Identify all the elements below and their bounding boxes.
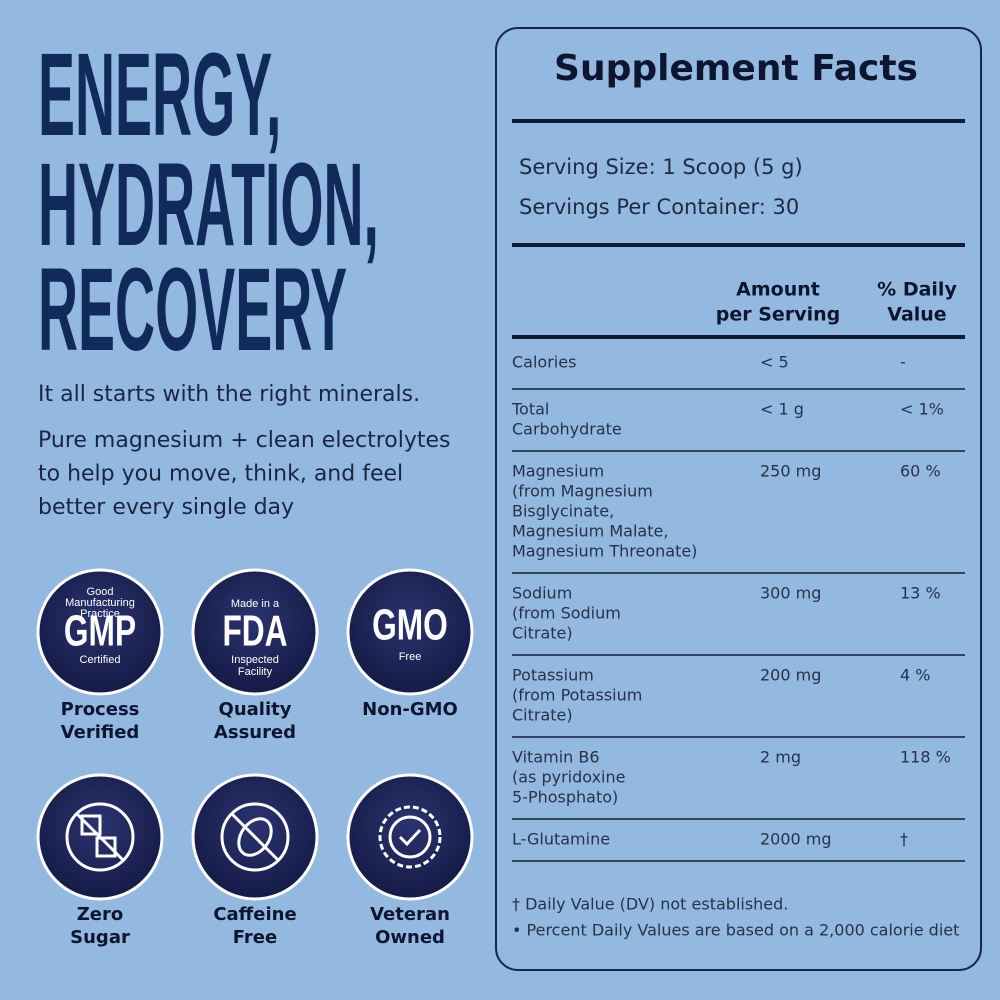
nutrient-name: Magnesium Malate, [512, 522, 668, 541]
icon-no-caffeine [220, 802, 290, 872]
nutrient-name: (as pyridoxine [512, 768, 625, 787]
badge-label: Quality [219, 699, 292, 720]
nutrient-name: Magnesium Threonate) [512, 542, 697, 561]
daily-value: 4 % [900, 666, 930, 685]
badge-label: Sugar [70, 927, 130, 948]
amount: 2000 mg [760, 830, 832, 849]
cube [80, 814, 102, 836]
badge-circle [191, 568, 319, 696]
nutrient-name: Magnesium [512, 462, 604, 481]
badge-label: Caffeine [213, 904, 296, 925]
badge-label: Free [233, 927, 277, 948]
badge-label: Non-GMO [362, 699, 458, 720]
badge-label: Owned [375, 927, 445, 948]
nutrient-name: L-Glutamine [512, 830, 610, 849]
nutrient-name: Sodium [512, 584, 572, 603]
badge-main: GMO [372, 601, 448, 650]
badge-circle [36, 568, 164, 696]
badge-circle [346, 773, 474, 901]
daily-value: † [900, 830, 908, 849]
icon-veteran [378, 805, 442, 869]
headline-line: ENERGY, [38, 29, 281, 161]
badge-label: Veteran [370, 904, 450, 925]
slash [75, 812, 125, 862]
badge-main: FDA [222, 607, 287, 656]
nutrient-name: (from Sodium [512, 604, 621, 623]
amount: 250 mg [760, 462, 821, 481]
badge-label: Process [61, 699, 140, 720]
daily-value: 60 % [900, 462, 941, 481]
amount: < 5 [760, 353, 789, 372]
badge-small-text: Manufacturing [65, 597, 135, 609]
serving-size: Serving Size: 1 Scoop (5 g) [519, 155, 803, 179]
badge-small-text: Inspected [231, 654, 279, 666]
amount: 300 mg [760, 584, 821, 603]
bean [237, 817, 273, 857]
icons [36, 568, 474, 901]
nutrient-name: Calories [512, 353, 576, 372]
seal-inner [388, 815, 432, 859]
nutrient-name: 5-Phosphato) [512, 788, 618, 807]
amount: 200 mg [760, 666, 821, 685]
facts-panel [495, 27, 982, 971]
tagline: It all starts with the right minerals. [38, 382, 420, 407]
daily-value: 118 % [900, 748, 951, 767]
slash [230, 812, 280, 862]
nutrient-name: Potassium [512, 666, 594, 685]
daily-value: - [900, 353, 906, 372]
servings-per-container: Servings Per Container: 30 [519, 195, 799, 219]
description-line: to help you move, think, and feel [38, 462, 403, 487]
nutrient-name: (from Magnesium [512, 482, 653, 501]
column-header: Value [887, 304, 946, 326]
nutrient-name: Bisglycinate, [512, 502, 614, 521]
badge-small-text: Free [399, 651, 422, 663]
icon-no-sugar [65, 802, 135, 872]
column-header: % Daily [877, 279, 957, 301]
badge-small-text: Good [87, 586, 114, 598]
daily-value: < 1% [900, 400, 944, 419]
badge-label: Zero [77, 904, 124, 925]
daily-value: 13 % [900, 584, 941, 603]
cube [95, 836, 117, 858]
ring [220, 802, 290, 872]
headline: ENERGY,HYDRATION,RECOVERY [38, 29, 379, 376]
nutrient-name: Citrate) [512, 624, 573, 643]
badge-small-text: Certified [80, 654, 121, 666]
headline-line: RECOVERY [38, 244, 347, 376]
column-header: per Serving [716, 304, 840, 326]
ring [65, 802, 135, 872]
badge-small-text: Facility [238, 666, 273, 678]
nutrient-name: Carbohydrate [512, 420, 622, 439]
description-line: Pure magnesium + clean electrolytes [38, 428, 450, 453]
nutrient-name: Total [511, 400, 549, 419]
amount: 2 mg [760, 748, 801, 767]
footnote: • Percent Daily Values are based on a 2,… [512, 921, 959, 940]
badge-small-text: Made in a [231, 598, 280, 610]
facts-title: Supplement Facts [554, 48, 918, 89]
badge-circle [346, 568, 474, 696]
nutrient-name: Vitamin B6 [512, 748, 600, 767]
seal [378, 805, 442, 869]
column-header: Amount [736, 279, 820, 301]
amount: < 1 g [760, 400, 804, 419]
check [398, 828, 422, 847]
badge-main: GMP [64, 607, 136, 656]
nutrient-name: (from Potassium [512, 686, 642, 705]
headline-line: HYDRATION, [38, 139, 379, 271]
badge-label: Verified [61, 722, 140, 743]
nutrient-name: Citrate) [512, 706, 573, 725]
footnote: † Daily Value (DV) not established. [512, 895, 788, 914]
badge-label: Assured [214, 722, 296, 743]
badge-small-text: Practice [80, 608, 120, 620]
description-line: better every single day [38, 495, 294, 520]
